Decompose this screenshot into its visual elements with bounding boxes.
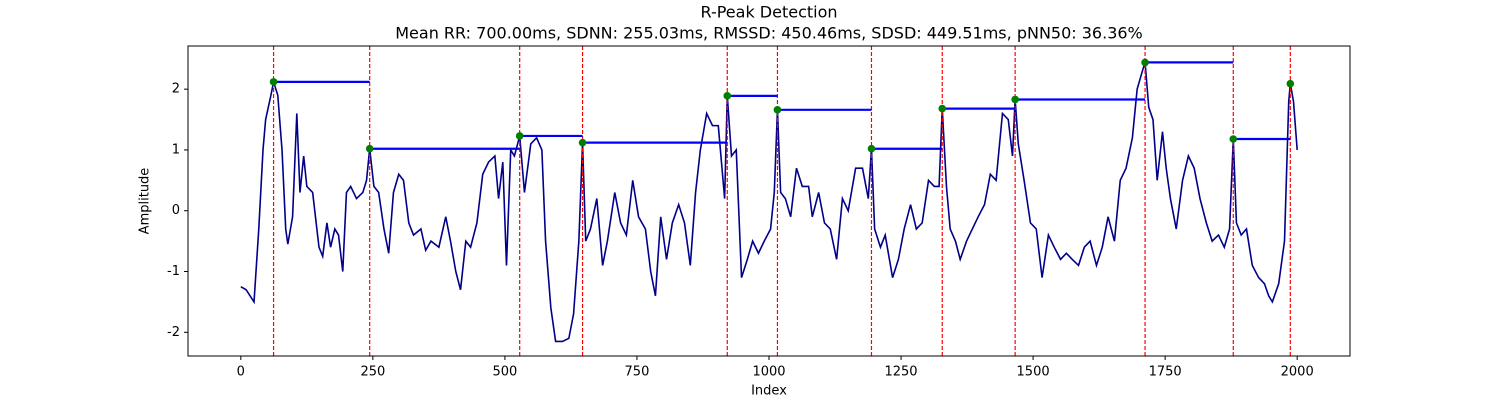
y-tick-label: -2: [167, 325, 180, 340]
x-tick-label: 0: [237, 365, 245, 380]
peak-point: [938, 104, 947, 113]
peak-point: [269, 78, 278, 86]
signal-line: [240, 62, 1298, 343]
y-tick-label: -1: [167, 264, 180, 279]
y-tick-label: 2: [172, 82, 180, 97]
peak-point: [365, 144, 374, 153]
peak-point: [1229, 135, 1238, 143]
x-tick-label: 1500: [1017, 365, 1050, 380]
x-tick-label: 1750: [1149, 365, 1182, 380]
x-tick-label: 750: [625, 365, 650, 380]
peak-point: [773, 106, 782, 114]
y-tick-label: 1: [172, 142, 180, 157]
chart-title: R-Peak Detection: [700, 3, 837, 22]
peak-point: [867, 144, 876, 153]
x-tick-label: 1250: [884, 365, 917, 380]
y-tick-label: 0: [172, 203, 180, 218]
peak-point: [578, 138, 587, 147]
x-tick-label: 500: [492, 365, 517, 380]
x-tick-label: 2000: [1281, 365, 1314, 380]
peak-point: [723, 92, 732, 100]
x-tick-label: 1000: [752, 365, 785, 380]
y-axis-label: Amplitude: [138, 168, 153, 235]
peak-point: [1141, 58, 1149, 67]
x-tick-label: 250: [360, 365, 385, 380]
peak-point: [1286, 79, 1295, 88]
peak-point: [515, 132, 524, 140]
peak-point: [1011, 95, 1019, 104]
plot-frame: [187, 45, 1351, 357]
chart-subtitle: Mean RR: 700.00ms, SDNN: 255.03ms, RMSSD…: [395, 24, 1143, 43]
x-axis-label: Index: [751, 384, 787, 399]
